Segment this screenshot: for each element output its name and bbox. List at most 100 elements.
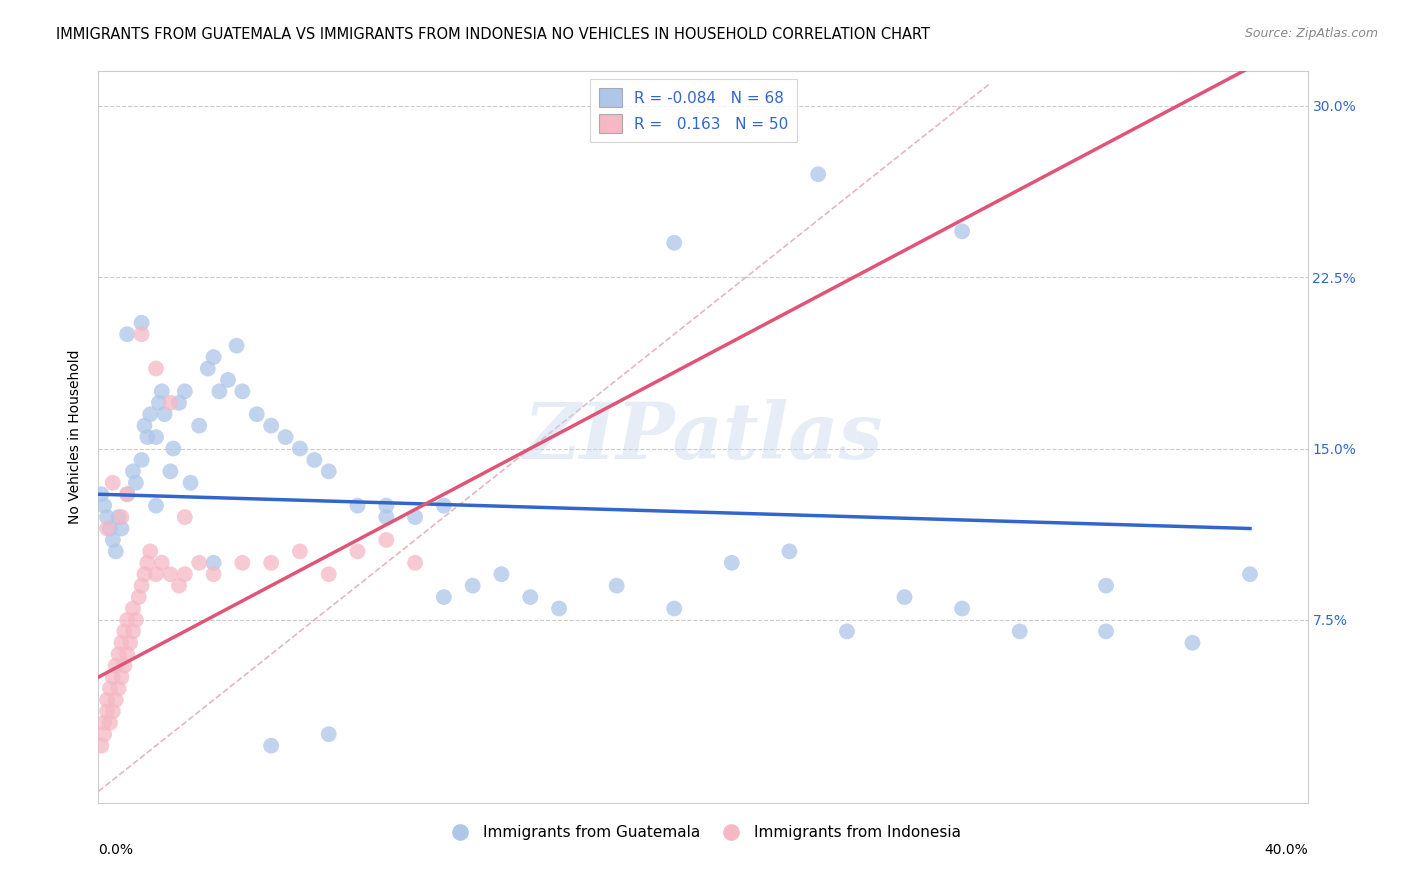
Point — [304, 453, 326, 467]
Point — [664, 601, 686, 615]
Point — [107, 510, 129, 524]
Point — [375, 533, 398, 547]
Point — [148, 396, 170, 410]
Point — [346, 544, 368, 558]
Point — [208, 384, 231, 399]
Point — [139, 407, 162, 421]
Point — [131, 579, 153, 593]
Point — [139, 544, 162, 558]
Point — [180, 475, 202, 490]
Point — [167, 579, 190, 593]
Point — [96, 705, 118, 719]
Point — [131, 316, 153, 330]
Point — [1095, 579, 1118, 593]
Point — [548, 601, 571, 615]
Point — [202, 556, 225, 570]
Point — [519, 590, 541, 604]
Point — [720, 556, 742, 570]
Point — [104, 693, 127, 707]
Point — [120, 636, 142, 650]
Point — [125, 613, 148, 627]
Point — [461, 579, 484, 593]
Point — [260, 556, 283, 570]
Point — [433, 590, 456, 604]
Point — [115, 487, 138, 501]
Point — [145, 361, 167, 376]
Point — [110, 521, 132, 535]
Point — [131, 327, 153, 342]
Point — [112, 624, 135, 639]
Point — [134, 418, 156, 433]
Point — [231, 384, 253, 399]
Point — [1095, 624, 1118, 639]
Point — [246, 407, 269, 421]
Point — [93, 727, 115, 741]
Point — [110, 670, 132, 684]
Point — [159, 464, 181, 478]
Point — [202, 350, 225, 364]
Point — [318, 464, 340, 478]
Point — [125, 475, 148, 490]
Point — [101, 670, 124, 684]
Point — [1008, 624, 1031, 639]
Point — [260, 418, 283, 433]
Point — [145, 499, 167, 513]
Point — [112, 658, 135, 673]
Point — [162, 442, 184, 456]
Point — [950, 601, 973, 615]
Point — [93, 715, 115, 730]
Point — [260, 739, 283, 753]
Point — [93, 499, 115, 513]
Text: 0.0%: 0.0% — [98, 843, 134, 857]
Point — [145, 430, 167, 444]
Point — [98, 715, 121, 730]
Point — [173, 567, 195, 582]
Point — [318, 727, 340, 741]
Point — [893, 590, 915, 604]
Point — [122, 601, 145, 615]
Point — [107, 647, 129, 661]
Point — [110, 510, 132, 524]
Point — [173, 510, 195, 524]
Point — [122, 464, 145, 478]
Point — [115, 327, 138, 342]
Point — [101, 705, 124, 719]
Point — [101, 475, 124, 490]
Point — [115, 613, 138, 627]
Point — [145, 567, 167, 582]
Point — [433, 499, 456, 513]
Point — [1239, 567, 1261, 582]
Point — [101, 533, 124, 547]
Point — [606, 579, 628, 593]
Point — [217, 373, 239, 387]
Point — [134, 567, 156, 582]
Point — [404, 510, 426, 524]
Point — [404, 556, 426, 570]
Point — [90, 487, 112, 501]
Point — [104, 544, 127, 558]
Point — [375, 499, 398, 513]
Point — [128, 590, 150, 604]
Point — [159, 567, 181, 582]
Point — [288, 544, 311, 558]
Point — [150, 556, 173, 570]
Point — [159, 396, 181, 410]
Point — [807, 167, 830, 181]
Point — [96, 510, 118, 524]
Text: IMMIGRANTS FROM GUATEMALA VS IMMIGRANTS FROM INDONESIA NO VEHICLES IN HOUSEHOLD : IMMIGRANTS FROM GUATEMALA VS IMMIGRANTS … — [56, 27, 931, 42]
Point — [664, 235, 686, 250]
Point — [173, 384, 195, 399]
Point — [136, 556, 159, 570]
Point — [491, 567, 513, 582]
Point — [131, 453, 153, 467]
Point — [1181, 636, 1204, 650]
Point — [231, 556, 253, 570]
Point — [96, 693, 118, 707]
Point — [98, 681, 121, 696]
Point — [318, 567, 340, 582]
Point — [225, 339, 247, 353]
Point — [188, 418, 211, 433]
Point — [835, 624, 858, 639]
Point — [197, 361, 219, 376]
Text: 40.0%: 40.0% — [1264, 843, 1308, 857]
